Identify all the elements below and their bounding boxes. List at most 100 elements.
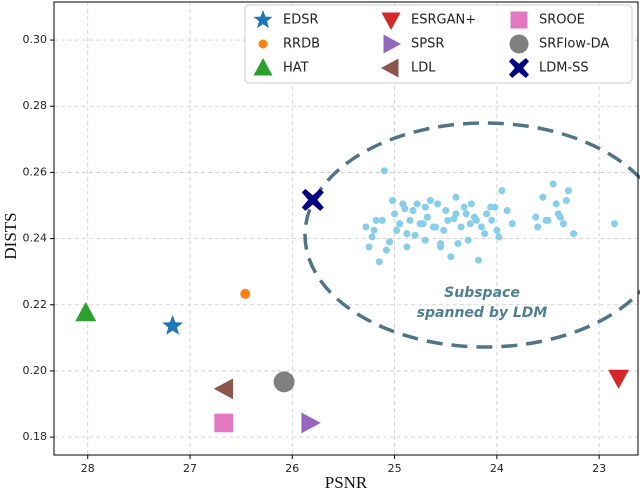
scatter-point bbox=[467, 200, 475, 208]
y-tick-label: 0.24 bbox=[23, 232, 48, 245]
y-tick-label: 0.20 bbox=[23, 364, 48, 377]
scatter-point bbox=[421, 236, 429, 244]
legend-label: LDL bbox=[411, 61, 436, 76]
scatter-point bbox=[508, 220, 516, 228]
scatter-point bbox=[452, 193, 460, 201]
scatter-point bbox=[488, 216, 496, 224]
scatter-point bbox=[413, 200, 421, 208]
scatter-point bbox=[552, 200, 560, 208]
x-tick-label: 26 bbox=[285, 462, 299, 475]
scatter-point bbox=[483, 210, 491, 218]
scatter-point bbox=[368, 233, 376, 241]
scatter-point bbox=[403, 243, 411, 251]
legend-marker bbox=[510, 11, 528, 29]
scatter-point bbox=[556, 213, 564, 221]
scatter-point bbox=[372, 216, 380, 224]
scatter-point bbox=[444, 216, 452, 224]
scatter-point bbox=[399, 200, 407, 208]
scatter-point bbox=[240, 288, 251, 299]
scatter-point bbox=[460, 203, 468, 211]
scatter-point bbox=[409, 206, 417, 214]
legend-marker bbox=[509, 34, 529, 54]
legend-marker bbox=[253, 58, 273, 76]
scatter-point bbox=[542, 216, 550, 224]
scatter-point bbox=[498, 187, 506, 195]
scatter-point bbox=[608, 369, 629, 389]
scatter-point bbox=[380, 167, 388, 175]
scatter-point bbox=[385, 238, 393, 246]
scatter-point bbox=[534, 223, 542, 231]
x-tick-label: 27 bbox=[183, 462, 197, 475]
scatter-point bbox=[481, 230, 489, 238]
scatter-point bbox=[462, 210, 470, 218]
annotation: spanned by LDM bbox=[417, 305, 548, 321]
subspace-ellipse bbox=[303, 121, 640, 349]
scatter-point bbox=[474, 256, 482, 264]
y-tick-label: 0.18 bbox=[23, 430, 48, 443]
legend-marker bbox=[258, 39, 268, 49]
legend-label: RRDB bbox=[283, 37, 320, 52]
legend-marker bbox=[381, 12, 401, 30]
legend-label: ESRGAN+ bbox=[411, 13, 476, 28]
legend: EDSR RRDB HAT ESRGAN+ SPSR LDL SROOE SRFlow-DA L… bbox=[244, 4, 633, 84]
scatter-point bbox=[452, 210, 460, 218]
x-axis-title: PSNR bbox=[325, 473, 368, 492]
scatter-point bbox=[447, 253, 455, 261]
scatter-point bbox=[273, 371, 295, 393]
scatter-point bbox=[393, 226, 401, 234]
scatter-point bbox=[423, 213, 431, 221]
x-tick-label: 28 bbox=[81, 462, 95, 475]
legend-marker bbox=[381, 58, 399, 78]
scatter-point bbox=[454, 240, 462, 248]
scatter-point bbox=[419, 220, 427, 228]
scatter-point bbox=[365, 243, 373, 251]
legend-label: HAT bbox=[283, 61, 309, 76]
annotation: Subspace bbox=[444, 285, 520, 301]
x-tick-label: 23 bbox=[592, 462, 606, 475]
scatter-point bbox=[610, 220, 618, 228]
x-tick-label: 25 bbox=[388, 462, 402, 475]
y-axis-title: DISTS bbox=[1, 212, 20, 259]
scatter-point bbox=[301, 188, 324, 211]
scatter-point bbox=[570, 230, 578, 238]
x-tick-label: 24 bbox=[490, 462, 504, 475]
plot-frame bbox=[53, 1, 639, 456]
scatter-point bbox=[378, 216, 386, 224]
scatter-point bbox=[406, 216, 414, 224]
scatter-point bbox=[370, 226, 378, 234]
scatter-point bbox=[411, 231, 419, 239]
y-tick-label: 0.30 bbox=[23, 33, 48, 46]
scatter-point bbox=[464, 236, 472, 244]
y-tick-label: 0.28 bbox=[23, 99, 48, 112]
scatter-point bbox=[434, 200, 442, 208]
scatter-point bbox=[440, 226, 448, 234]
legend-label: EDSR bbox=[283, 13, 319, 28]
scatter-point bbox=[503, 206, 511, 214]
marks bbox=[75, 167, 629, 434]
legend-label: SPSR bbox=[411, 37, 444, 52]
scatter-point bbox=[457, 223, 465, 231]
legend-marker bbox=[383, 34, 401, 54]
scatter-point bbox=[442, 206, 450, 214]
scatter-point bbox=[466, 220, 474, 228]
y-tick-label: 0.22 bbox=[23, 298, 48, 311]
legend-label: LDM-SS bbox=[539, 61, 589, 76]
legend-marker bbox=[509, 58, 529, 78]
scatter-point bbox=[477, 223, 486, 231]
scatter-point bbox=[426, 197, 434, 205]
scatter-point bbox=[375, 258, 383, 266]
scatter-point bbox=[487, 203, 495, 211]
scatter-point bbox=[564, 187, 572, 195]
y-tick-label: 0.26 bbox=[23, 165, 48, 178]
legend-box bbox=[244, 4, 633, 84]
scatter-point bbox=[559, 220, 567, 228]
scatter-point bbox=[301, 412, 321, 434]
scatter-point bbox=[562, 197, 570, 205]
scatter-point bbox=[421, 203, 429, 211]
scatter-point bbox=[429, 223, 437, 231]
scatter-point bbox=[396, 220, 404, 228]
scatter-point bbox=[162, 314, 184, 335]
scatter-point bbox=[382, 246, 390, 254]
scatter-point bbox=[362, 223, 370, 231]
scatter-point bbox=[532, 213, 540, 221]
